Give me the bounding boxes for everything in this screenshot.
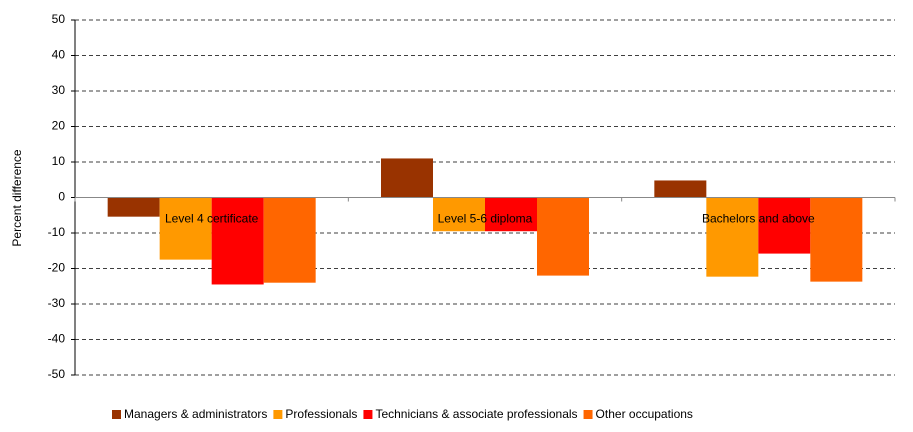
bar — [706, 197, 759, 277]
bar — [433, 197, 485, 232]
y-tick-label: -30 — [48, 296, 66, 310]
bar — [159, 197, 212, 260]
legend-label: Managers & administrators — [124, 407, 267, 421]
legend-label: Professionals — [285, 407, 357, 421]
bar — [485, 197, 537, 232]
bar — [211, 197, 264, 285]
legend-label: Other occupations — [596, 407, 693, 421]
x-tick-label: Level 4 certificate — [165, 212, 259, 226]
legend-label: Technicians & associate professionals — [375, 407, 577, 421]
bar — [263, 197, 316, 283]
bar — [758, 197, 811, 254]
bar — [381, 158, 433, 198]
x-tick-label: Level 5-6 diploma — [438, 212, 533, 226]
bar — [654, 180, 707, 198]
y-tick-label: -10 — [48, 225, 66, 239]
bar — [107, 197, 160, 217]
bar — [810, 197, 863, 282]
y-tick-label: 30 — [52, 83, 66, 97]
x-tick-label: Bachelors and above — [702, 212, 815, 226]
bar — [537, 197, 589, 276]
legend-swatch — [363, 410, 373, 419]
legend-swatch — [112, 410, 121, 419]
y-tick-label: -20 — [48, 261, 66, 275]
y-tick-label: 20 — [52, 119, 66, 133]
y-tick-label: 50 — [52, 12, 66, 26]
y-tick-label: -40 — [48, 332, 66, 346]
legend-swatch — [583, 410, 593, 419]
y-tick-label: -50 — [48, 367, 66, 381]
legend-swatch — [273, 410, 283, 419]
y-tick-label: 40 — [52, 48, 66, 62]
y-tick-label: 0 — [58, 190, 65, 204]
y-tick-label: 10 — [52, 154, 66, 168]
y-axis-label: Percent difference — [10, 149, 24, 246]
